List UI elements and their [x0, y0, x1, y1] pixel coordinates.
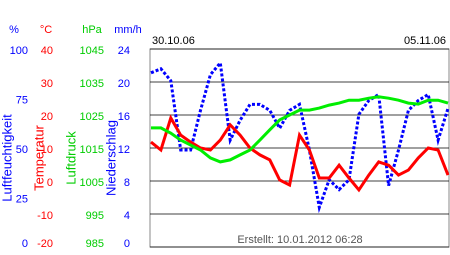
y-tick-label: -20 — [37, 238, 53, 250]
y-tick-label: 995 — [86, 210, 104, 222]
y-tick-label: 1035 — [80, 78, 104, 90]
y-tick-label: 100 — [10, 45, 28, 57]
y-tick-label: 0 — [22, 238, 28, 250]
y-tick-label: 4 — [124, 210, 130, 222]
y-tick-label: 1005 — [80, 177, 104, 189]
y-tick-label: 20 — [41, 111, 53, 123]
axis-unit: hPa — [82, 24, 102, 36]
series-line — [151, 95, 449, 164]
date-end: 05.11.06 — [404, 35, 446, 47]
series-line — [150, 114, 450, 193]
axis-label: Luftfeuchtigkeit — [0, 114, 14, 202]
axis-label: Luftdruck — [63, 131, 78, 185]
y-tick-label: 30 — [41, 78, 53, 90]
y-tick-label: 985 — [86, 238, 104, 250]
date-start: 30.10.06 — [152, 35, 195, 47]
series-line — [150, 59, 450, 214]
y-tick-label: 0 — [47, 177, 53, 189]
y-tick-label: 1025 — [80, 111, 104, 123]
y-tick-label: 0 — [124, 238, 130, 250]
y-tick-label: -10 — [37, 210, 53, 222]
y-tick-label: 20 — [118, 78, 130, 90]
y-tick-label: 12 — [118, 144, 130, 156]
y-tick-label: 24 — [118, 45, 130, 57]
footer: Erstellt: 10.01.2012 06:28 — [237, 234, 362, 246]
y-tick-label: 10 — [41, 144, 53, 156]
y-tick-label: 40 — [41, 45, 53, 57]
y-tick-label: 16 — [118, 111, 130, 123]
y-tick-label: 1045 — [80, 45, 104, 57]
y-tick-label: 25 — [16, 193, 28, 205]
axis-unit: % — [9, 24, 19, 36]
y-tick-label: 8 — [124, 177, 130, 189]
axis-unit: °C — [40, 24, 52, 36]
axis-label: Temperatur — [31, 124, 46, 190]
y-tick-label: 75 — [16, 94, 28, 106]
axis-label: Niederschlag — [103, 120, 118, 196]
y-tick-label: 50 — [16, 144, 28, 156]
y-tick-label: 1015 — [80, 144, 104, 156]
axis-unit: mm/h — [114, 24, 142, 36]
